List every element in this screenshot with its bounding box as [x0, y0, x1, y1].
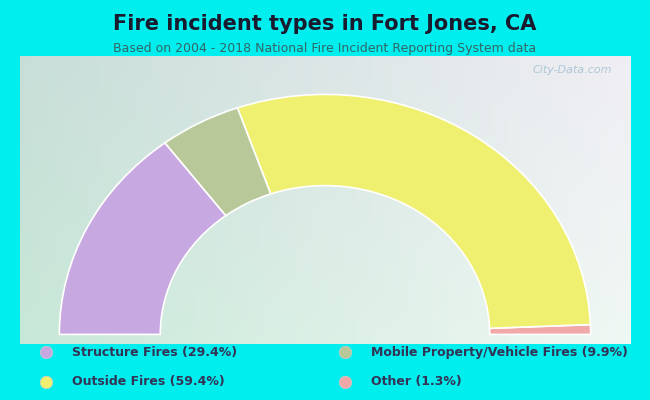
Wedge shape: [237, 94, 590, 328]
Text: Based on 2004 - 2018 National Fire Incident Reporting System data: Based on 2004 - 2018 National Fire Incid…: [114, 42, 536, 55]
Text: Other (1.3%): Other (1.3%): [370, 375, 461, 388]
Text: Structure Fires (29.4%): Structure Fires (29.4%): [72, 346, 237, 359]
Text: Fire incident types in Fort Jones, CA: Fire incident types in Fort Jones, CA: [113, 14, 537, 34]
Text: Outside Fires (59.4%): Outside Fires (59.4%): [72, 375, 224, 388]
Wedge shape: [489, 325, 591, 334]
Wedge shape: [165, 108, 270, 216]
Text: City-Data.com: City-Data.com: [532, 65, 612, 75]
Text: Mobile Property/Vehicle Fires (9.9%): Mobile Property/Vehicle Fires (9.9%): [370, 346, 627, 359]
Wedge shape: [59, 143, 226, 334]
